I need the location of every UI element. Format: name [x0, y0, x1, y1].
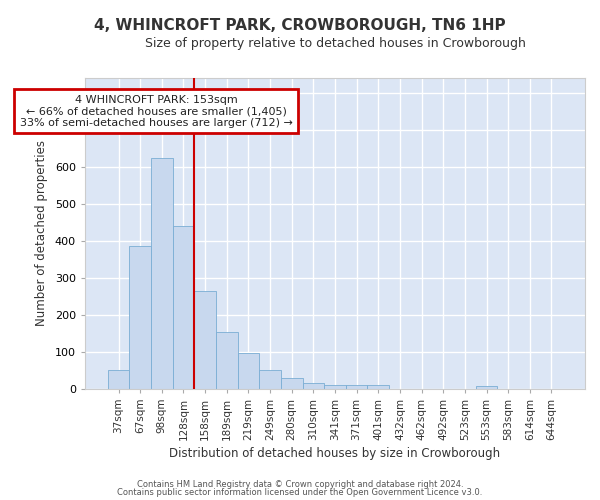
Bar: [151, 158, 173, 389]
Text: Contains public sector information licensed under the Open Government Licence v3: Contains public sector information licen…: [118, 488, 482, 497]
Bar: [346, 385, 367, 389]
Bar: [238, 352, 259, 389]
Bar: [216, 332, 238, 389]
Bar: [281, 378, 302, 389]
Y-axis label: Number of detached properties: Number of detached properties: [35, 140, 48, 326]
Text: 4, WHINCROFT PARK, CROWBOROUGH, TN6 1HP: 4, WHINCROFT PARK, CROWBOROUGH, TN6 1HP: [94, 18, 506, 32]
Title: Size of property relative to detached houses in Crowborough: Size of property relative to detached ho…: [145, 38, 526, 51]
Bar: [130, 246, 151, 389]
Bar: [259, 370, 281, 389]
X-axis label: Distribution of detached houses by size in Crowborough: Distribution of detached houses by size …: [169, 447, 500, 460]
Text: Contains HM Land Registry data © Crown copyright and database right 2024.: Contains HM Land Registry data © Crown c…: [137, 480, 463, 489]
Bar: [173, 226, 194, 389]
Bar: [367, 385, 389, 389]
Bar: [476, 386, 497, 389]
Bar: [302, 383, 324, 389]
Bar: [324, 385, 346, 389]
Text: 4 WHINCROFT PARK: 153sqm
← 66% of detached houses are smaller (1,405)
33% of sem: 4 WHINCROFT PARK: 153sqm ← 66% of detach…: [20, 94, 293, 128]
Bar: [108, 370, 130, 389]
Bar: [194, 291, 216, 389]
